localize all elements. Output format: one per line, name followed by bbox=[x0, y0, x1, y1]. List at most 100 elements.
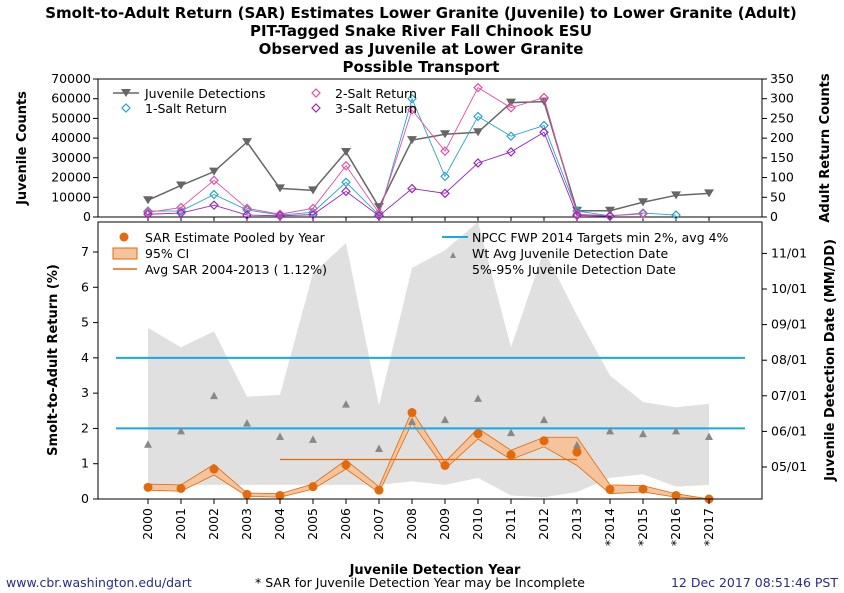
sar-estimate-point bbox=[143, 482, 153, 492]
juvenile-detection-point bbox=[341, 147, 351, 156]
sar-estimate-point bbox=[440, 460, 450, 470]
top-series-line-3 bbox=[147, 131, 611, 217]
footer-url: www.cbr.washington.edu/dart bbox=[6, 575, 192, 590]
bottom-y2-tick-label: 10/01 bbox=[771, 281, 807, 296]
salt-return-point bbox=[176, 206, 186, 216]
legend-marker-2salt bbox=[311, 88, 321, 98]
juvenile-detection-point bbox=[275, 184, 285, 193]
top-plot-frame bbox=[97, 78, 763, 218]
salt-return-point bbox=[209, 189, 219, 200]
salt-return-point bbox=[638, 208, 648, 219]
top-y-tick-label: 40000 bbox=[51, 130, 91, 145]
bottom-y2-tick-label: 05/01 bbox=[771, 459, 807, 474]
legend-marker-sar bbox=[119, 232, 129, 242]
wt-avg-detection-date-point bbox=[408, 417, 416, 425]
top-y2-axis-label: Adult Return Counts bbox=[818, 73, 833, 223]
top-y2-tick-label: 350 bbox=[770, 71, 794, 86]
bottom-y2-tick-label: 07/01 bbox=[771, 388, 807, 403]
x-tick-label: 2009 bbox=[437, 508, 452, 540]
chart-title: Smolt-to-Adult Return (SAR) Estimates Lo… bbox=[45, 4, 797, 76]
bottom-lines-layer bbox=[116, 356, 745, 500]
x-tick-label: 2005 bbox=[305, 508, 320, 540]
sar-estimate-point bbox=[605, 484, 615, 494]
wt-avg-detection-date-point bbox=[375, 444, 383, 453]
top-y-tick-label: 0 bbox=[83, 209, 91, 224]
juvenile-detection-point bbox=[440, 130, 450, 139]
wt-avg-detection-date-point bbox=[606, 426, 614, 435]
salt-return-point bbox=[341, 177, 351, 188]
sar-estimate-point bbox=[308, 482, 318, 492]
salt-return-point bbox=[143, 209, 153, 220]
sar-estimate-point bbox=[275, 490, 285, 500]
legend-marker-juvenile bbox=[121, 89, 131, 97]
title-line-4: Possible Transport bbox=[343, 58, 500, 76]
sar-estimate-point bbox=[209, 464, 219, 474]
legend-label-2salt: 2-Salt Return bbox=[335, 86, 417, 101]
x-tick-label: 2006 bbox=[338, 508, 353, 540]
bottom-legend: SAR Estimate Pooled by Year 95% CI Avg S… bbox=[112, 230, 729, 277]
salt-return-point bbox=[671, 210, 681, 220]
wt-avg-detection-date-point bbox=[639, 429, 647, 438]
footer: www.cbr.washington.edu/dart * SAR for Ju… bbox=[6, 575, 838, 590]
bottom-y-tick-label: 2 bbox=[81, 420, 89, 435]
juvenile-detection-point bbox=[473, 128, 483, 137]
sar-estimate-point bbox=[638, 484, 648, 494]
legend-swatch-band bbox=[442, 264, 466, 274]
x-tick-label: 2013 bbox=[569, 508, 584, 540]
bottom-y2-tick-label: 11/01 bbox=[771, 245, 807, 260]
legend-label-band: 5%-95% Juvenile Detection Date bbox=[472, 262, 676, 277]
top-legend: Juvenile Detections 1-Salt Return 2-Salt… bbox=[113, 86, 417, 116]
legend-label-sar: SAR Estimate Pooled by Year bbox=[145, 230, 326, 245]
salt-return-point bbox=[473, 111, 483, 122]
salt-return-point bbox=[341, 186, 351, 197]
wt-avg-detection-date-point bbox=[705, 432, 713, 441]
wt-avg-detection-date-point bbox=[243, 419, 251, 427]
bottom-y-axis-label: Smolt-to-Adult Return (%) bbox=[46, 264, 61, 456]
top-y-tick-label: 50000 bbox=[51, 110, 91, 125]
juvenile-detection-point bbox=[209, 167, 219, 176]
bottom-marks-layer bbox=[143, 391, 714, 504]
salt-return-point bbox=[308, 209, 318, 220]
bottom-y-tick-label: 6 bbox=[81, 279, 89, 294]
salt-return-point bbox=[176, 202, 186, 213]
bottom-y2-tick-label: 08/01 bbox=[771, 352, 807, 367]
juvenile-detection-point bbox=[176, 181, 186, 190]
sar-estimate-point bbox=[242, 489, 252, 499]
salt-return-point bbox=[440, 146, 450, 157]
juvenile-detection-point bbox=[704, 189, 714, 198]
sar-estimate-point bbox=[341, 460, 351, 470]
bottom-panel: 0 1 2 3 4 5 6 7 05/01 06/01 07/01 08/01 09/01 10/01 11… bbox=[46, 221, 838, 578]
wt-avg-detection-date-point bbox=[573, 441, 581, 449]
wt-avg-detection-date-point bbox=[144, 440, 152, 448]
salt-return-point bbox=[209, 200, 219, 211]
top-series-line-1 bbox=[148, 97, 677, 217]
top-y2-tick-label: 300 bbox=[770, 91, 794, 106]
x-tick-label: *2017 bbox=[701, 508, 716, 546]
top-y-tick-label: 30000 bbox=[51, 150, 91, 165]
legend-label-wtavg: Wt Avg Juvenile Detection Date bbox=[472, 246, 668, 261]
salt-return-point bbox=[506, 147, 516, 157]
top-y2-tick-label: 0 bbox=[770, 209, 778, 224]
juvenile-detection-point bbox=[242, 138, 252, 147]
salt-return-point bbox=[275, 209, 285, 220]
top-y-tick-label: 70000 bbox=[51, 71, 91, 86]
x-tick-label: *2014 bbox=[602, 508, 617, 546]
top-series-line-2 bbox=[147, 87, 644, 217]
footer-note: * SAR for Juvenile Detection Year may be… bbox=[255, 575, 585, 590]
bottom-y2-tick-label: 09/01 bbox=[771, 317, 807, 332]
sar-ci-band bbox=[147, 409, 710, 500]
legend-swatch-ci bbox=[112, 247, 138, 260]
x-axis-label: Juvenile Detection Year bbox=[349, 563, 521, 578]
legend-label-juvenile: Juvenile Detections bbox=[144, 86, 265, 101]
bottom-y-tick-label: 5 bbox=[81, 315, 89, 330]
top-y-tick-label: 20000 bbox=[51, 170, 91, 185]
salt-return-point bbox=[374, 208, 384, 218]
wt-avg-detection-date-point bbox=[177, 426, 185, 435]
wt-avg-detection-date-point bbox=[507, 428, 515, 437]
top-series-group bbox=[143, 82, 714, 222]
sar-estimate-point bbox=[506, 450, 516, 460]
legend-label-1salt: 1-Salt Return bbox=[145, 101, 227, 116]
bottom-y-tick-label: 4 bbox=[81, 350, 89, 365]
salt-return-point bbox=[506, 102, 516, 113]
